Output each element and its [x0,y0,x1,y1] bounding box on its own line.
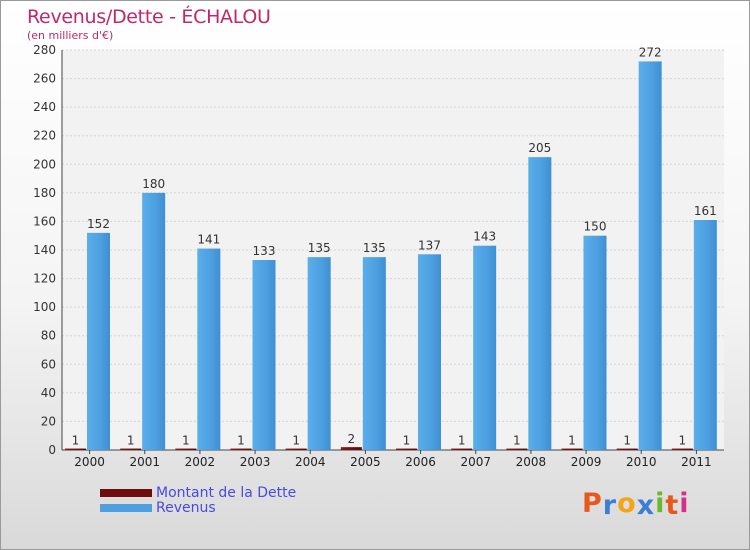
y-tick-label: 20 [41,414,56,428]
logo-letter: o [617,488,637,519]
data-label-revenus: 150 [584,220,607,234]
y-tick-label: 140 [33,243,56,257]
bar-revenus [142,192,166,450]
x-tick-label: 2011 [681,455,712,469]
bar-revenus [583,235,607,450]
data-label-revenus: 161 [694,204,717,218]
data-label-revenus: 272 [639,45,662,59]
logo-letter: P [582,488,603,519]
legend-item-revenus: Revenus [100,501,296,516]
y-tick-label: 240 [33,100,56,114]
data-label-revenus: 137 [418,238,441,252]
bar-revenus [252,260,276,450]
y-tick-label: 0 [48,443,56,457]
x-tick-label: 2009 [571,455,602,469]
bar-revenus [693,220,717,450]
chart-subtitle: (en milliers d'€) [27,29,114,42]
data-label-revenus: 135 [363,241,386,255]
y-tick-label: 160 [33,214,56,228]
bar-dette [506,448,528,450]
bar-dette [396,448,417,450]
y-tick-label: 60 [41,357,56,371]
legend-label-dette: Montant de la Dette [156,485,297,501]
data-label-dette: 1 [292,434,300,448]
data-label-dette: 1 [127,434,135,448]
data-label-revenus: 152 [87,217,110,231]
data-label-dette: 1 [458,434,466,448]
x-tick-label: 2007 [460,455,491,469]
bar-revenus [418,254,441,450]
plot-area [62,50,724,450]
data-label-revenus: 141 [197,233,220,247]
x-tick-label: 2005 [350,455,381,469]
data-label-revenus: 133 [253,244,276,258]
data-label-dette: 1 [679,434,687,448]
logo-letter: r [602,490,618,521]
y-tick-label: 180 [33,186,56,200]
y-tick-label: 80 [41,329,56,343]
data-label-dette: 1 [237,434,245,448]
legend-item-dette: Montant de la Dette [100,486,296,501]
data-label-dette: 1 [403,434,411,448]
x-tick-label: 2004 [295,455,326,469]
logo-letter: i [679,488,690,519]
bar-dette [616,448,638,450]
data-label-revenus: 135 [308,241,331,255]
data-label-revenus: 143 [473,230,496,244]
x-tick-label: 2006 [405,455,436,469]
x-tick-label: 2001 [129,455,160,469]
y-tick-label: 260 [33,72,56,86]
bar-revenus [528,157,552,450]
legend-swatch-dette [100,489,152,497]
y-tick-label: 200 [33,157,56,171]
legend-swatch-revenus [100,504,152,512]
y-tick-label: 220 [33,129,56,143]
bar-dette [230,448,252,450]
logo-letter: x [636,490,656,521]
logo-letter: t [665,490,680,521]
x-tick-label: 2000 [74,455,105,469]
bar-revenus [473,245,497,450]
proxiti-logo: Proxiti [582,488,690,521]
bar-revenus [362,257,386,450]
bar-dette [451,448,473,450]
data-label-dette: 1 [513,434,521,448]
legend: Montant de la Dette Revenus [100,486,296,516]
data-label-revenus: 205 [528,141,551,155]
x-tick-label: 2010 [626,455,657,469]
bar-dette [561,448,583,450]
bar-dette [175,448,197,450]
data-label-dette: 1 [568,434,576,448]
bar-dette [671,448,693,450]
y-tick-label: 280 [33,43,56,57]
bar-revenus [87,232,110,450]
y-tick-label: 100 [33,300,56,314]
bar-revenus [307,257,331,450]
data-label-dette: 1 [72,434,80,448]
data-label-dette: 1 [182,434,190,448]
chart-title: Revenus/Dette - ÉCHALOU [27,6,271,28]
y-tick-label: 120 [33,272,56,286]
data-label-revenus: 180 [142,177,165,191]
bar-dette [65,448,86,450]
legend-label-revenus: Revenus [156,500,216,516]
y-tick-label: 40 [41,386,56,400]
x-tick-label: 2008 [516,455,547,469]
bar-revenus [638,61,662,451]
bar-dette [120,448,142,450]
x-tick-label: 2002 [185,455,216,469]
bar-dette [285,448,307,450]
bar-revenus [197,248,221,450]
x-tick-label: 2003 [240,455,271,469]
logo-letter: i [655,488,666,519]
data-label-dette: 1 [623,434,631,448]
data-label-dette: 2 [348,432,356,446]
bar-dette [340,447,362,450]
